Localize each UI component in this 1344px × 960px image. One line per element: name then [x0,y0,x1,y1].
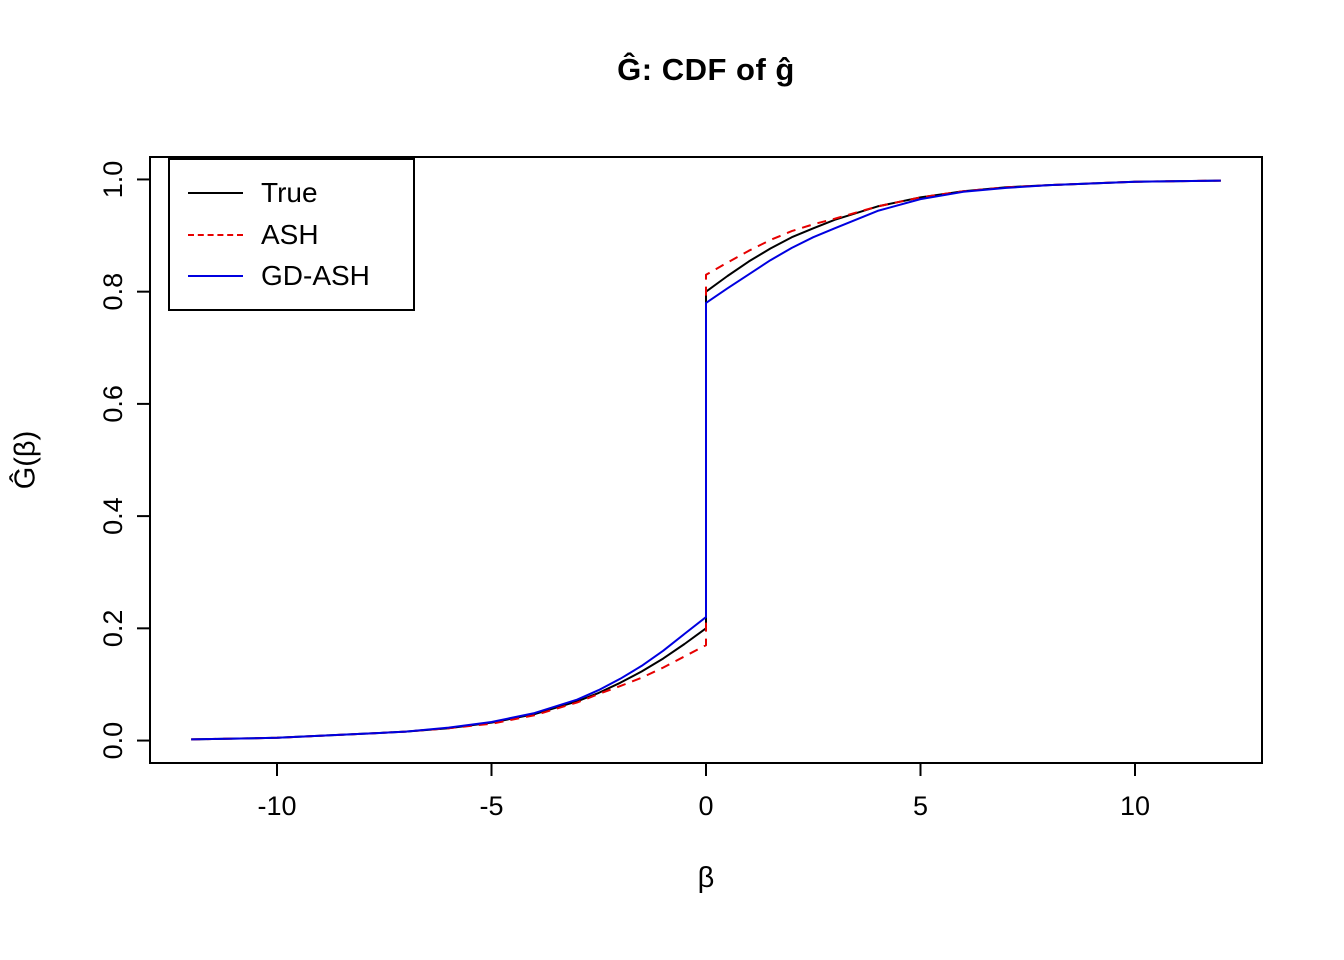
x-tick-label: 0 [698,791,713,821]
x-tick-label: -5 [479,791,503,821]
series-line-gd-ash [191,179,1221,741]
x-tick-label: 10 [1120,791,1150,821]
y-tick-label: 0.2 [98,610,128,648]
legend-item-ash: ASH [170,218,413,250]
legend-item-gd-ash: GD-ASH [170,259,413,291]
y-tick-label: 0.0 [98,722,128,760]
y-tick-label: 0.6 [98,385,128,423]
y-tick-label: 1.0 [98,161,128,199]
x-axis-label: β [697,862,715,894]
x-tick-label: -10 [257,791,296,821]
legend: True ASH GD-ASH [168,158,415,311]
y-tick-label: 0.4 [98,497,128,535]
legend-label-ash: ASH [261,218,319,250]
legend-line-true [188,192,243,195]
chart-title: Ĝ: CDF of ĝ [617,52,795,87]
legend-line-ash [188,233,243,236]
series-line-ash [191,179,1221,741]
x-tick-label: 5 [913,791,928,821]
y-axis-label: Ĝ(β) [9,430,42,490]
y-tick-label: 0.8 [98,273,128,311]
legend-line-gd-ash [188,274,243,277]
legend-label-gd-ash: GD-ASH [261,259,370,291]
legend-item-true: True [170,179,413,207]
legend-label-true: True [261,177,318,209]
